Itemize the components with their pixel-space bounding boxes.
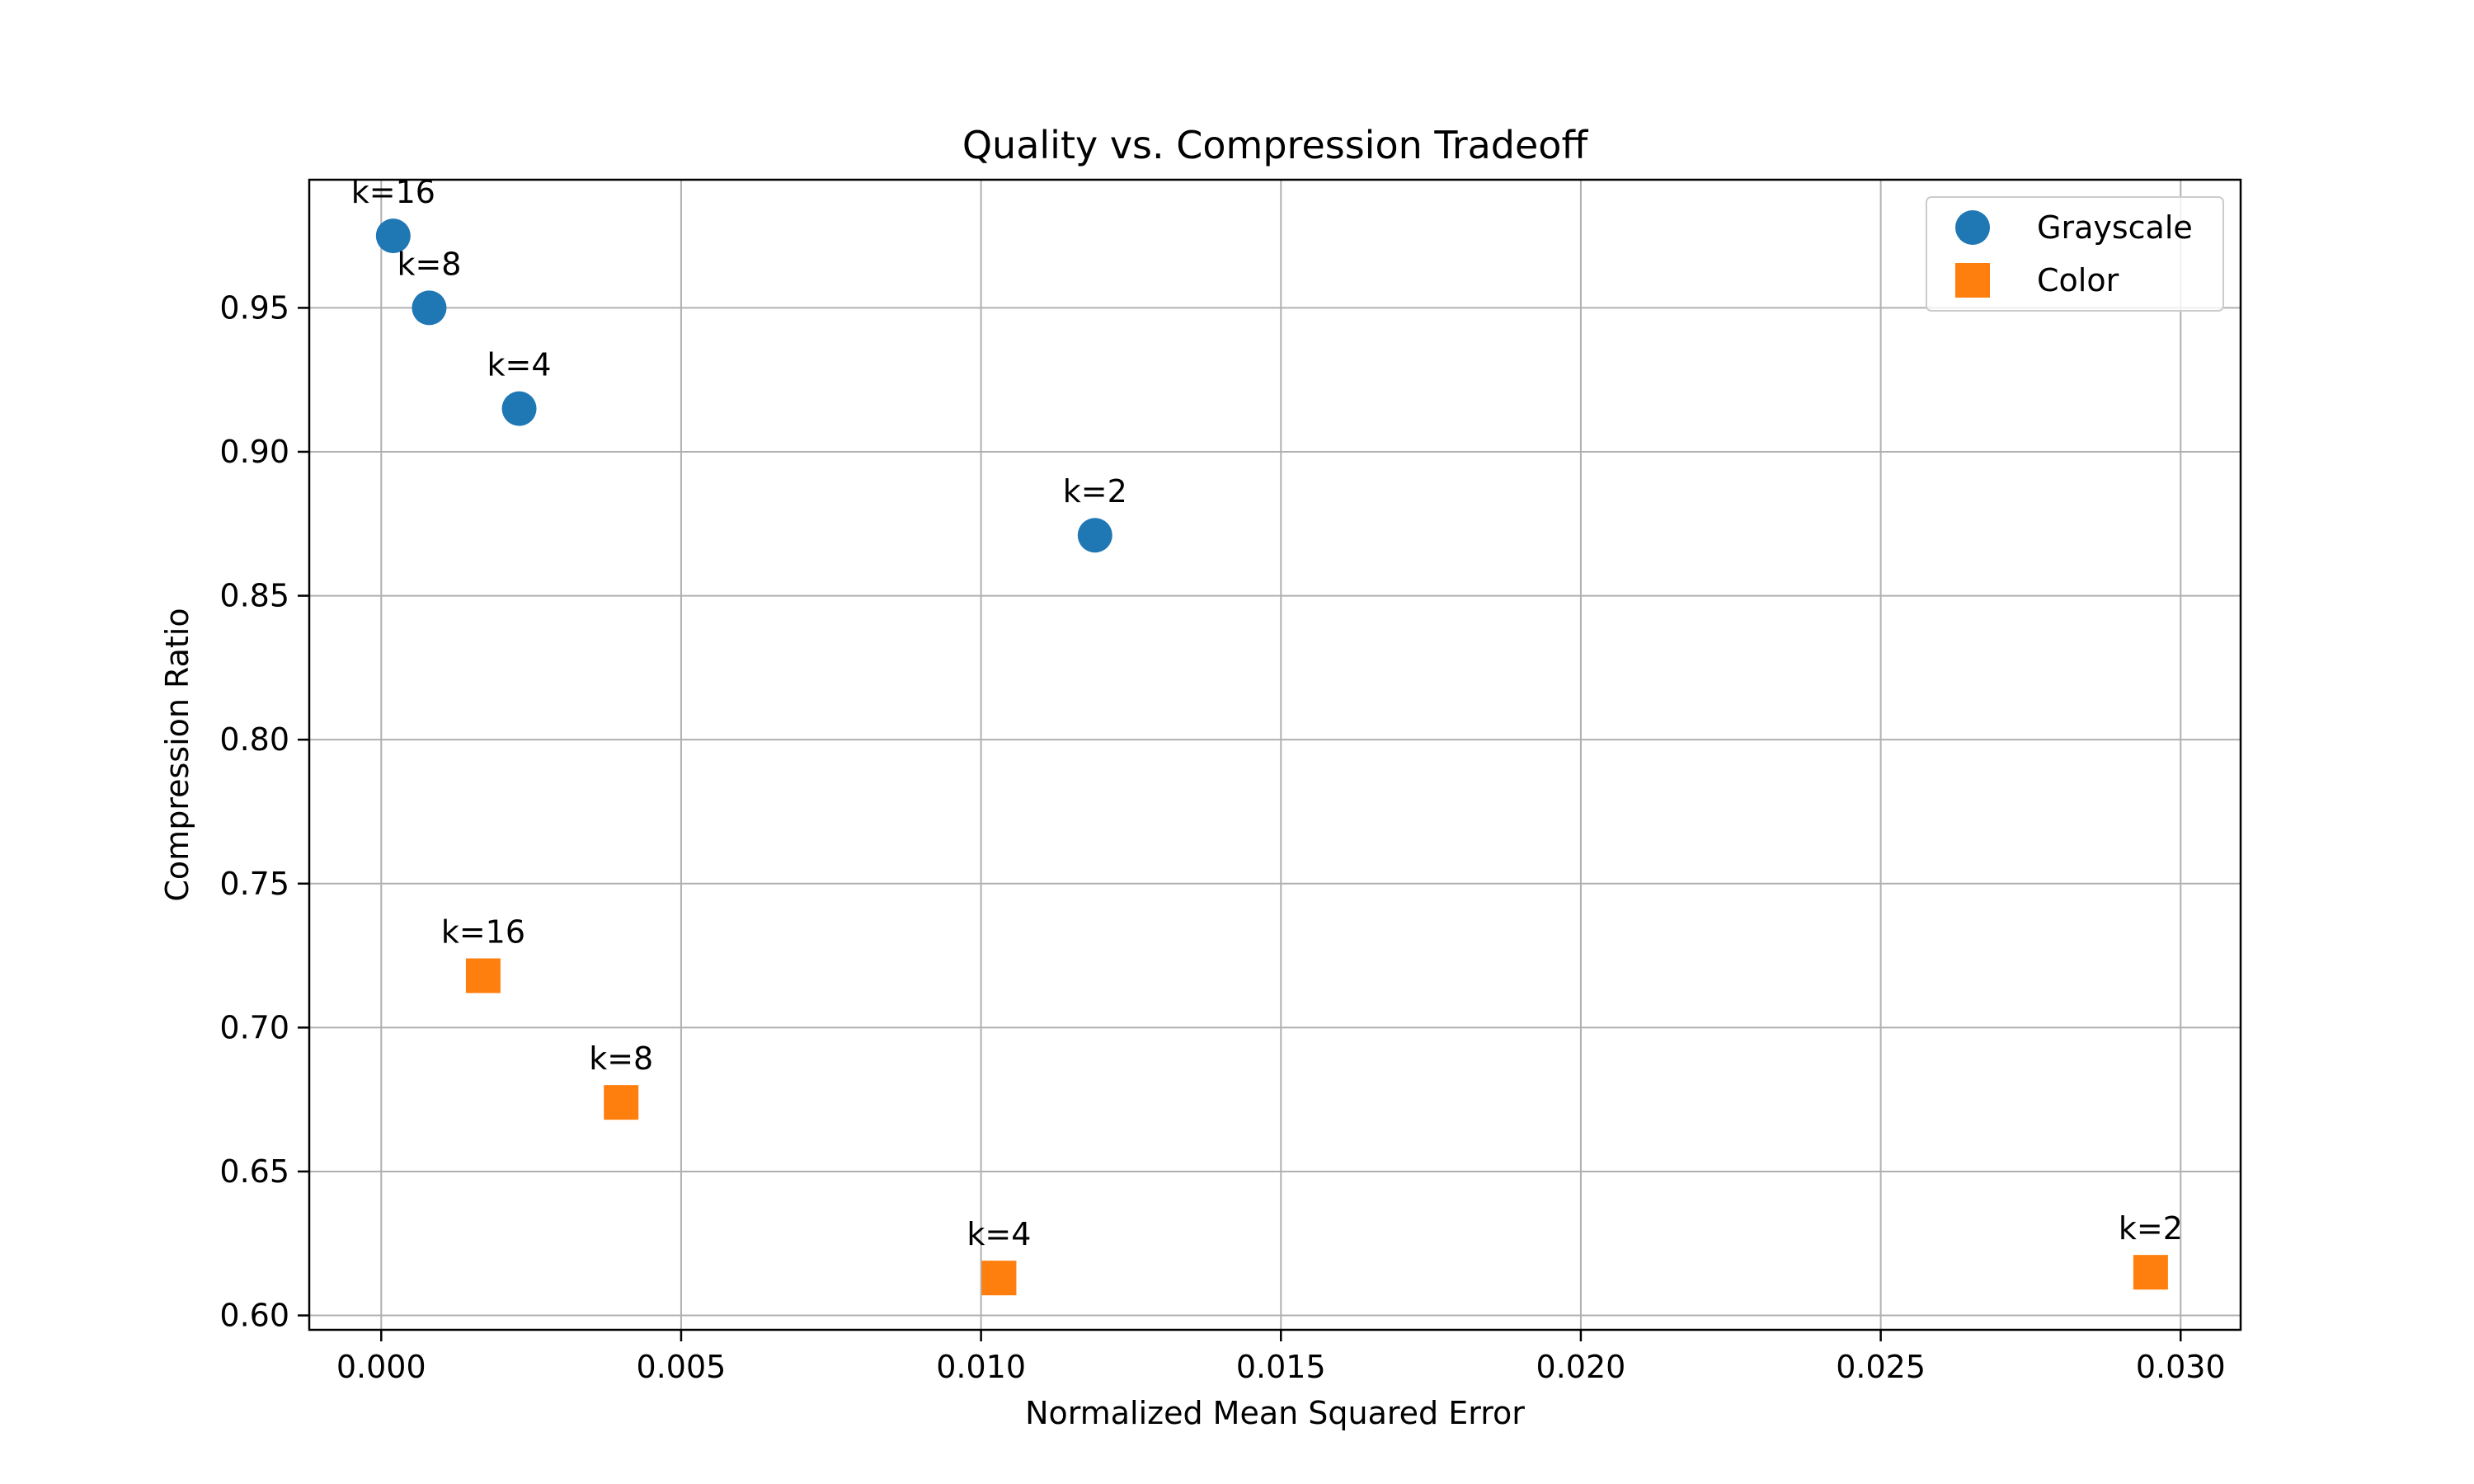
y-tick-label: 0.70 <box>219 1009 289 1045</box>
y-tick-label: 0.60 <box>219 1298 289 1334</box>
x-tick-label: 0.000 <box>336 1349 426 1385</box>
color-point-label: k=2 <box>2119 1210 2183 1247</box>
point-labels: k=16k=8k=4k=2k=16k=8k=4 k=2 <box>351 174 2183 1252</box>
color-point <box>981 1261 1017 1296</box>
grayscale-point <box>375 218 411 254</box>
y-tick-label: 0.75 <box>219 866 289 902</box>
grayscale-point-label: k=4 <box>487 347 552 383</box>
data-points <box>375 218 2168 1296</box>
color-point <box>604 1085 639 1120</box>
axis-ticks: 0.000 0.005 0.010 0.015 0.020 0.025 0.030 0.60 0… <box>219 289 2225 1385</box>
color-point <box>2133 1255 2168 1290</box>
x-tick-label: 0.030 <box>2136 1349 2226 1385</box>
y-tick-label: 0.65 <box>219 1153 289 1190</box>
chart-title: Quality vs. Compression Tradeoff <box>962 123 1589 167</box>
grayscale-point <box>501 391 537 426</box>
x-tick-label: 0.005 <box>637 1349 727 1385</box>
color-point <box>465 958 501 993</box>
y-tick-label: 0.90 <box>219 434 289 470</box>
legend-entries: Grayscale Color <box>1955 209 2193 298</box>
legend-marker-grayscale <box>1955 210 1990 245</box>
grid-lines <box>309 180 2241 1330</box>
y-tick-label: 0.95 <box>219 289 289 326</box>
grayscale-point <box>1077 518 1112 553</box>
x-tick-label: 0.015 <box>1236 1349 1326 1385</box>
grayscale-point-label: k=2 <box>1063 473 1127 510</box>
plot-frame <box>308 178 2242 1331</box>
grayscale-point-label: k=8 <box>397 246 461 282</box>
grayscale-point <box>412 290 447 326</box>
legend-label-grayscale: Grayscale <box>2037 209 2193 246</box>
x-axis-label: Normalized Mean Squared Error <box>1025 1395 1525 1431</box>
legend-label-color: Color <box>2037 262 2119 298</box>
x-tick-label: 0.025 <box>1836 1349 1926 1385</box>
color-point-label: k=16 <box>441 914 525 951</box>
x-tick-label: 0.010 <box>936 1349 1026 1385</box>
legend-marker-color <box>1955 263 1990 298</box>
x-tick-label: 0.020 <box>1536 1349 1626 1385</box>
plot-area <box>309 180 2241 1330</box>
y-tick-label: 0.85 <box>219 578 289 614</box>
y-axis-label: Compression Ratio <box>159 608 195 901</box>
legend-box <box>1926 196 2224 312</box>
color-point-label: k=4 <box>967 1216 1031 1252</box>
legend: Grayscale Color <box>1926 196 2224 312</box>
y-tick-label: 0.80 <box>219 721 289 758</box>
color-point-label: k=8 <box>589 1040 653 1077</box>
